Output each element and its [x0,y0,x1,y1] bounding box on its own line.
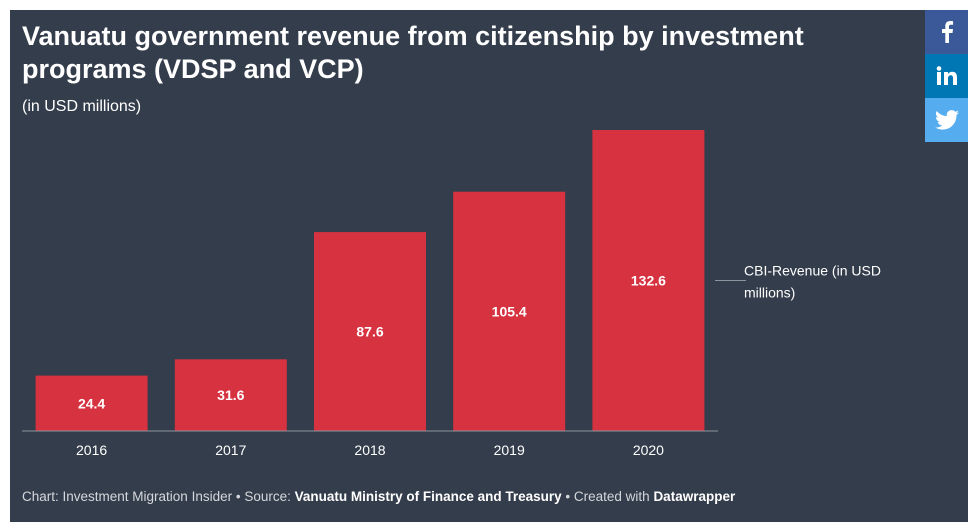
bar-2016 [35,375,148,431]
value-label-2016: 24.4 [78,395,105,411]
linkedin-icon [936,66,957,85]
chart-title: Vanuatu government revenue from citizens… [22,21,804,84]
share-facebook-button[interactable] [925,10,968,54]
footer-credit: Chart: Investment Migration Insider • So… [22,489,295,504]
bar-2018 [314,232,426,431]
footer-datawrapper-link[interactable]: Datawrapper [653,489,736,504]
value-label-2018: 87.6 [356,324,383,340]
footer-source-link[interactable]: Vanuatu Ministry of Finance and Treasury [294,489,562,504]
share-linkedin-button[interactable] [925,54,968,98]
chart-footer: Chart: Investment Migration Insider • So… [22,489,735,504]
tick-labels-group: 2016 2017 2018 2019 2020 [76,442,664,458]
x-tick-label-2020: 2020 [633,442,664,458]
x-tick-label-2016: 2016 [76,442,107,458]
bars-group [35,130,705,431]
bar-2019 [453,191,566,431]
series-label: CBI-Revenue (in USD millions) [744,263,885,301]
footer-created-with: • Created with [561,489,654,504]
twitter-icon [934,110,959,130]
x-tick-label-2018: 2018 [354,442,385,458]
value-label-2020: 132.6 [631,273,666,289]
series-label-line-1: CBI-Revenue (in USD [744,263,881,279]
value-labels-group: 24.4 31.6 87.6 105.4 132.6 [78,273,666,412]
x-tick-label-2017: 2017 [215,442,246,458]
value-label-2019: 105.4 [492,303,527,319]
series-label-line-2: millions) [744,285,795,301]
bar-2017 [174,359,287,431]
chart-card: Vanuatu government revenue from citizens… [10,10,968,522]
bar-2020 [592,130,705,431]
chart-subtitle: (in USD millions) [22,98,142,115]
x-tick-label-2019: 2019 [494,442,525,458]
facebook-icon [941,21,953,43]
value-label-2017: 31.6 [217,387,244,403]
share-twitter-button[interactable] [925,98,968,142]
